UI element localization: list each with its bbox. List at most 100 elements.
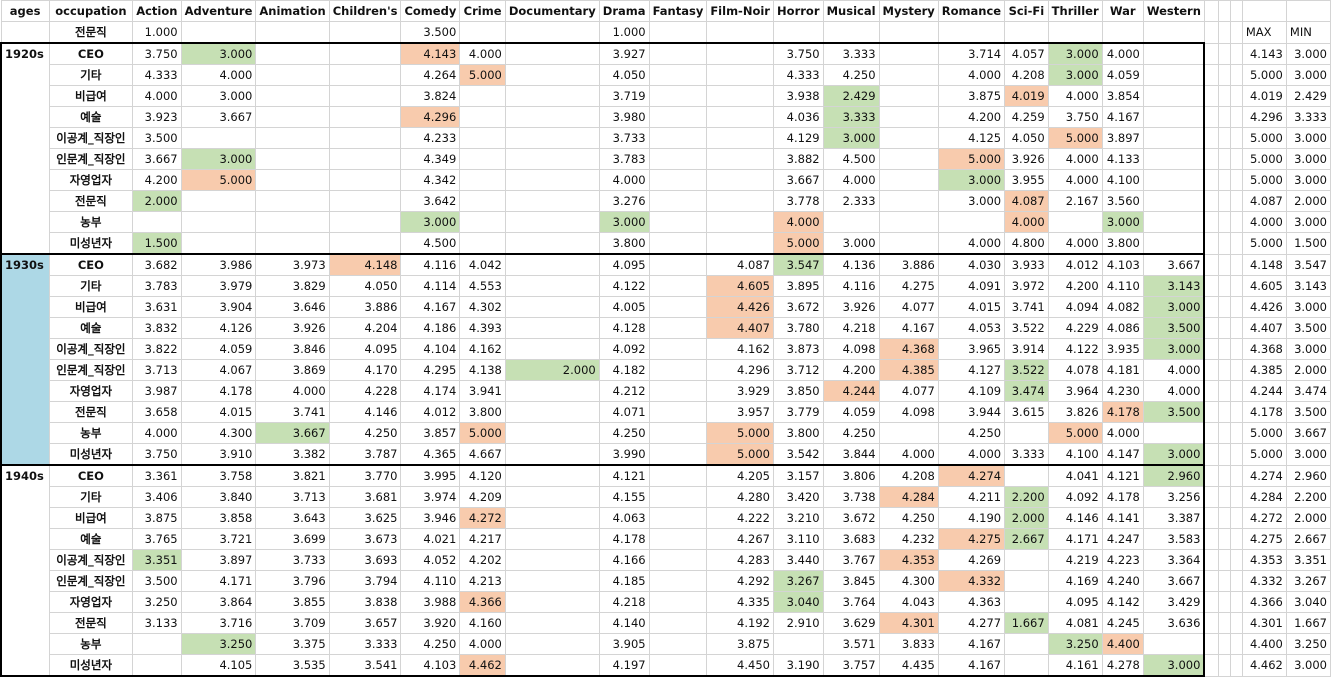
- value-cell[interactable]: [504, 486, 600, 508]
- value-cell[interactable]: 3.846: [255, 338, 330, 360]
- value-cell[interactable]: 4.332: [937, 570, 1006, 592]
- value-cell[interactable]: 3.941: [459, 380, 506, 402]
- empty-cell[interactable]: [1217, 148, 1231, 170]
- max-cell[interactable]: 4.272: [1241, 507, 1287, 529]
- occupation-cell[interactable]: 농부: [48, 422, 134, 444]
- value-cell[interactable]: 4.092: [1047, 486, 1103, 508]
- value-cell[interactable]: [822, 211, 880, 233]
- value-cell[interactable]: [878, 169, 939, 191]
- column-header[interactable]: Adventure: [180, 0, 257, 22]
- value-cell[interactable]: 4.213: [459, 570, 506, 592]
- empty-cell[interactable]: [1203, 232, 1219, 255]
- value-cell[interactable]: 4.333: [772, 64, 824, 86]
- value-cell[interactable]: [648, 317, 708, 339]
- min-cell[interactable]: 3.500: [1285, 317, 1331, 339]
- empty-cell[interactable]: [1203, 296, 1219, 318]
- value-cell[interactable]: [1004, 464, 1049, 487]
- value-cell[interactable]: [459, 148, 506, 170]
- value-cell[interactable]: 3.667: [1142, 253, 1206, 276]
- value-cell[interactable]: 4.005: [598, 296, 650, 318]
- empty-cell[interactable]: [1217, 211, 1231, 233]
- value-cell[interactable]: 4.500: [400, 232, 461, 255]
- value-cell[interactable]: 3.716: [180, 612, 257, 634]
- value-cell[interactable]: [648, 443, 708, 466]
- empty-cell[interactable]: [1217, 633, 1231, 655]
- value-cell[interactable]: 3.361: [132, 464, 182, 487]
- value-cell[interactable]: 3.938: [772, 85, 824, 107]
- value-cell[interactable]: 4.000: [1047, 169, 1103, 191]
- value-cell[interactable]: [180, 190, 257, 212]
- value-cell[interactable]: [878, 106, 939, 128]
- value-cell[interactable]: [937, 211, 1006, 233]
- value-cell[interactable]: [648, 507, 708, 529]
- value-cell[interactable]: [328, 169, 402, 191]
- value-cell[interactable]: 3.682: [132, 253, 182, 276]
- value-cell[interactable]: [504, 232, 600, 255]
- value-cell[interactable]: 4.295: [400, 359, 461, 381]
- value-cell[interactable]: 3.646: [255, 296, 330, 318]
- empty-cell[interactable]: [1203, 359, 1219, 381]
- value-cell[interactable]: 4.000: [878, 443, 939, 466]
- value-cell[interactable]: 4.166: [598, 549, 650, 571]
- empty-cell[interactable]: [1229, 232, 1243, 255]
- value-cell[interactable]: 3.615: [1004, 401, 1049, 423]
- value-cell[interactable]: 3.375: [255, 633, 330, 655]
- empty-cell[interactable]: [1203, 401, 1219, 423]
- value-cell[interactable]: [132, 211, 182, 233]
- min-cell[interactable]: 3.000: [1285, 296, 1331, 318]
- value-cell[interactable]: 3.000: [1142, 443, 1206, 466]
- value-cell[interactable]: [255, 85, 330, 107]
- occupation-cell[interactable]: 이공계_직장인: [48, 338, 134, 360]
- empty-cell[interactable]: [1229, 654, 1243, 677]
- column-header[interactable]: occupation: [48, 0, 134, 22]
- value-cell[interactable]: 3.988: [400, 591, 461, 613]
- value-cell[interactable]: 4.264: [400, 64, 461, 86]
- max-cell[interactable]: 4.366: [1241, 591, 1287, 613]
- value-cell[interactable]: 4.211: [937, 486, 1006, 508]
- value-cell[interactable]: 2.667: [1004, 528, 1049, 550]
- value-cell[interactable]: [504, 253, 600, 276]
- value-cell[interactable]: 4.366: [459, 591, 506, 613]
- value-cell[interactable]: 4.178: [1101, 401, 1144, 423]
- value-cell[interactable]: 3.800: [772, 422, 824, 444]
- value-cell[interactable]: 4.185: [598, 570, 650, 592]
- value-cell[interactable]: 4.407: [706, 317, 774, 339]
- value-cell[interactable]: 3.794: [328, 570, 402, 592]
- occupation-cell[interactable]: CEO: [48, 464, 134, 487]
- empty-cell[interactable]: [1203, 42, 1219, 65]
- min-cell[interactable]: 2.200: [1285, 486, 1331, 508]
- max-cell[interactable]: 4.462: [1241, 654, 1287, 677]
- empty-cell[interactable]: [1217, 275, 1231, 297]
- occupation-cell[interactable]: 예술: [48, 528, 134, 550]
- value-cell[interactable]: 4.087: [1004, 190, 1049, 212]
- value-cell[interactable]: 3.500: [1142, 401, 1206, 423]
- value-cell[interactable]: [504, 401, 600, 423]
- value-cell[interactable]: 4.228: [328, 380, 402, 402]
- value-cell[interactable]: [648, 21, 708, 44]
- min-cell[interactable]: 2.000: [1285, 190, 1331, 212]
- occupation-cell[interactable]: 자영업자: [48, 169, 134, 191]
- value-cell[interactable]: 3.333: [822, 106, 880, 128]
- value-cell[interactable]: 4.250: [937, 422, 1006, 444]
- value-cell[interactable]: 3.672: [822, 507, 880, 529]
- empty-cell[interactable]: [1241, 0, 1287, 22]
- value-cell[interactable]: 1.000: [598, 21, 650, 44]
- value-cell[interactable]: 3.875: [706, 633, 774, 655]
- value-cell[interactable]: 3.840: [180, 486, 257, 508]
- value-cell[interactable]: 4.393: [459, 317, 506, 339]
- value-cell[interactable]: [504, 127, 600, 149]
- value-cell[interactable]: 3.256: [1142, 486, 1206, 508]
- value-cell[interactable]: 4.200: [937, 106, 1006, 128]
- empty-cell[interactable]: [1217, 359, 1231, 381]
- value-cell[interactable]: 4.283: [706, 549, 774, 571]
- value-cell[interactable]: 4.212: [598, 380, 650, 402]
- value-cell[interactable]: 3.995: [400, 464, 461, 487]
- value-cell[interactable]: 3.822: [132, 338, 182, 360]
- value-cell[interactable]: [648, 296, 708, 318]
- value-cell[interactable]: 3.897: [1101, 127, 1144, 149]
- value-cell[interactable]: 4.349: [400, 148, 461, 170]
- value-cell[interactable]: 3.643: [255, 507, 330, 529]
- value-cell[interactable]: [328, 127, 402, 149]
- value-cell[interactable]: 3.779: [772, 401, 824, 423]
- max-cell[interactable]: 4.019: [1241, 85, 1287, 107]
